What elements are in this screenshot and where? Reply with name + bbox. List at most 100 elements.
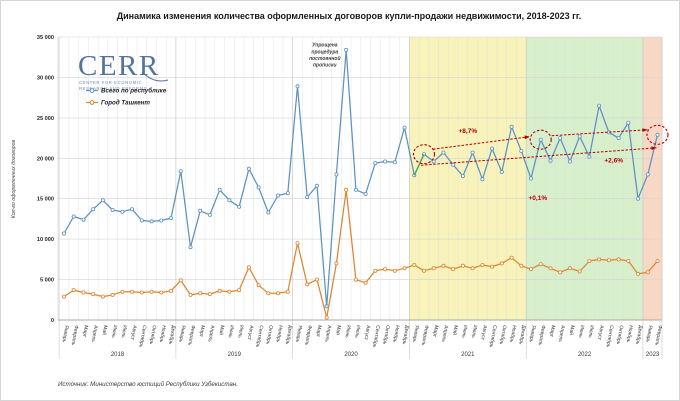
cerr-logo-caption-2: RESEARCH AND REFORMS: [79, 86, 147, 91]
y-tick-label: 15 000: [37, 197, 54, 203]
svg-text:Март: Март: [198, 325, 206, 339]
svg-text:+0,1%: +0,1%: [528, 195, 547, 202]
svg-text:Июнь: Июнь: [110, 325, 118, 339]
legend: Всего по республике Город Ташкент: [86, 88, 167, 107]
y-tick-label: 0: [51, 318, 54, 324]
trend-lines-annotation: [420, 128, 657, 166]
svg-text:2020: 2020: [344, 352, 358, 358]
svg-text:Май: Май: [217, 325, 226, 336]
growth-labels: +8,7% +0,1% +2,6%: [458, 128, 623, 202]
highlight-segment: [413, 153, 425, 176]
x-axis-month-labels: Январь Февраль Март Апрель Май Июнь Июль Август…: [60, 325, 662, 348]
svg-text:Август: Август: [246, 325, 255, 342]
svg-text:Июль: Июль: [236, 325, 244, 339]
svg-text:Март: Март: [431, 325, 439, 339]
chart-title: Динамика изменения количества оформленны…: [117, 11, 582, 21]
svg-text:Июль: Июль: [353, 325, 361, 339]
svg-text:Март: Март: [81, 325, 89, 339]
svg-text:2021: 2021: [461, 352, 475, 358]
svg-text:Январь: Январь: [177, 325, 186, 343]
y-tick-label: 20 000: [37, 156, 54, 162]
svg-text:Декабрь: Декабрь: [517, 325, 526, 346]
svg-text:Февраль: Февраль: [303, 325, 313, 346]
svg-text:Ноябрь: Ноябрь: [274, 325, 283, 344]
svg-text:Июль: Июль: [587, 325, 595, 339]
svg-text:Февраль: Февраль: [420, 325, 430, 346]
svg-text:Март: Март: [314, 325, 322, 339]
year-separators: [58, 37, 663, 359]
svg-text:Апрель: Апрель: [557, 325, 566, 343]
svg-text:Сентябрь: Сентябрь: [604, 325, 614, 348]
cerr-logo-swash: [141, 71, 169, 82]
svg-text:Август: Август: [596, 325, 605, 342]
cerr-logo-caption-1: CENTER FOR ECONOMIC: [79, 80, 142, 85]
svg-text:Сентябрь: Сентябрь: [371, 325, 381, 348]
svg-text:Октябрь: Октябрь: [498, 325, 507, 346]
legend-marker-tashkent: [89, 100, 95, 105]
svg-text:Июль: Июль: [470, 325, 478, 339]
svg-text:Апрель: Апрель: [323, 325, 332, 343]
svg-text:2018: 2018: [111, 352, 125, 358]
svg-text:Октябрь: Октябрь: [381, 325, 390, 346]
y-tick-label: 25 000: [37, 116, 54, 122]
series-markers-1: [62, 187, 660, 320]
svg-text:Март: Март: [548, 325, 556, 339]
svg-text:Май: Май: [451, 325, 460, 336]
svg-text:Октябрь: Октябрь: [148, 325, 157, 346]
y-tick-label: 30 000: [37, 75, 54, 81]
svg-text:Ноябрь: Ноябрь: [158, 325, 167, 344]
legend-label-tashkent: Город Ташкент: [101, 100, 150, 107]
svg-text:Август: Август: [362, 325, 371, 342]
svg-text:Февраль: Февраль: [537, 325, 547, 346]
svg-text:Апрель: Апрель: [90, 325, 99, 343]
svg-text:Июнь: Июнь: [227, 325, 235, 339]
svg-text:Май: Май: [568, 325, 577, 336]
svg-text:Июнь: Июнь: [577, 325, 585, 339]
svg-text:2023: 2023: [646, 352, 660, 358]
y-tick-label: 5 000: [40, 278, 54, 284]
svg-text:Июнь: Июнь: [343, 325, 351, 339]
svg-text:процедура: процедура: [311, 49, 338, 55]
svg-text:Май: Май: [334, 325, 343, 336]
data-layer: 0 5 000 10 000 15 000 20 000 25 000 30 000 35 0…: [37, 35, 669, 358]
plot-background-layer: [57, 36, 663, 359]
y-tick-label: 35 000: [37, 35, 54, 41]
legend-label-total: Всего по республике: [101, 88, 167, 95]
svg-text:Август: Август: [129, 325, 138, 342]
svg-text:Ноябрь: Ноябрь: [391, 325, 400, 344]
svg-text:Январь: Январь: [294, 325, 303, 343]
svg-text:Июнь: Июнь: [460, 325, 468, 339]
x-axis-year-labels: 2018 2019 2020 2021 2022 2023: [111, 352, 660, 358]
svg-text:Сентябрь: Сентябрь: [488, 325, 498, 348]
svg-text:прописки: прописки: [313, 63, 337, 69]
svg-text:Декабрь: Декабрь: [167, 325, 176, 346]
y-axis-title: Кол-во оформленных договоров: [11, 140, 17, 219]
svg-text:Ноябрь: Ноябрь: [625, 325, 634, 344]
svg-text:Апрель: Апрель: [206, 325, 215, 343]
svg-text:Упрощена: Упрощена: [312, 43, 338, 49]
cerr-logo: CERR CENTER FOR ECONOMIC RESEARCH AND RE…: [78, 50, 169, 91]
svg-text:Сентябрь: Сентябрь: [137, 325, 147, 348]
legend-marker-total: [89, 88, 95, 93]
svg-text:Апрель: Апрель: [440, 325, 449, 343]
vertical-gridlines: [58, 37, 663, 320]
series-markers-0: [62, 47, 660, 309]
svg-text:2019: 2019: [228, 352, 242, 358]
svg-text:Июль: Июль: [120, 325, 128, 339]
cerr-logo-text: CERR: [78, 50, 160, 82]
svg-text:2022: 2022: [578, 352, 592, 358]
circled-points-annotation: [412, 124, 669, 165]
svg-text:Сентябрь: Сентябрь: [254, 325, 264, 348]
svg-text:Декабрь: Декабрь: [401, 325, 410, 346]
svg-text:Октябрь: Октябрь: [615, 325, 624, 346]
svg-text:Август: Август: [479, 325, 488, 342]
svg-text:Январь: Январь: [60, 325, 69, 343]
source-note: Источник: Министерство юстиций Республик…: [58, 381, 238, 388]
svg-text:+8,7%: +8,7%: [458, 128, 477, 135]
svg-text:Февраль: Февраль: [186, 325, 196, 346]
svg-text:Январь: Январь: [411, 325, 420, 343]
svg-text:Ноябрь: Ноябрь: [508, 325, 517, 344]
